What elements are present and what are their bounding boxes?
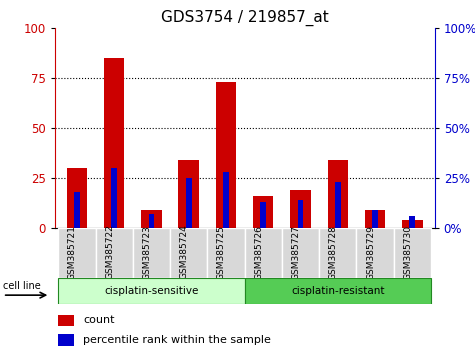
Bar: [216, 82, 236, 228]
Bar: [372, 210, 378, 228]
Bar: [58, 334, 74, 346]
Bar: [186, 178, 191, 228]
Text: GSM385724: GSM385724: [180, 225, 189, 280]
Bar: [179, 160, 199, 228]
Bar: [394, 228, 431, 278]
Bar: [74, 192, 80, 228]
Text: GSM385722: GSM385722: [105, 225, 114, 280]
Text: GSM385725: GSM385725: [217, 225, 226, 280]
Text: percentile rank within the sample: percentile rank within the sample: [83, 335, 271, 345]
Bar: [141, 210, 162, 228]
Bar: [260, 202, 266, 228]
Bar: [223, 172, 229, 228]
Bar: [170, 228, 208, 278]
Text: GSM385723: GSM385723: [142, 225, 152, 280]
Text: GSM385729: GSM385729: [366, 225, 375, 280]
Bar: [253, 196, 274, 228]
Bar: [104, 58, 124, 228]
Bar: [365, 210, 385, 228]
Text: GSM385726: GSM385726: [254, 225, 263, 280]
Bar: [133, 228, 170, 278]
Bar: [149, 214, 154, 228]
Text: GSM385727: GSM385727: [292, 225, 301, 280]
Text: GSM385728: GSM385728: [329, 225, 338, 280]
Text: GSM385730: GSM385730: [403, 225, 412, 280]
Text: cell line: cell line: [3, 281, 40, 291]
Bar: [282, 228, 319, 278]
Bar: [95, 228, 133, 278]
Bar: [245, 228, 282, 278]
Text: GSM385721: GSM385721: [68, 225, 77, 280]
Text: cisplatin-resistant: cisplatin-resistant: [291, 286, 384, 296]
Bar: [208, 228, 245, 278]
Bar: [58, 278, 245, 304]
Bar: [335, 182, 341, 228]
Bar: [356, 228, 394, 278]
Bar: [298, 200, 304, 228]
Bar: [319, 228, 356, 278]
Bar: [111, 169, 117, 228]
Bar: [58, 315, 74, 326]
Bar: [290, 190, 311, 228]
Bar: [58, 228, 95, 278]
Bar: [402, 220, 423, 228]
Bar: [328, 160, 348, 228]
Bar: [245, 278, 431, 304]
Bar: [409, 216, 415, 228]
Bar: [66, 169, 87, 228]
Text: cisplatin-sensitive: cisplatin-sensitive: [104, 286, 199, 296]
Text: count: count: [83, 315, 114, 325]
Title: GDS3754 / 219857_at: GDS3754 / 219857_at: [161, 9, 329, 25]
